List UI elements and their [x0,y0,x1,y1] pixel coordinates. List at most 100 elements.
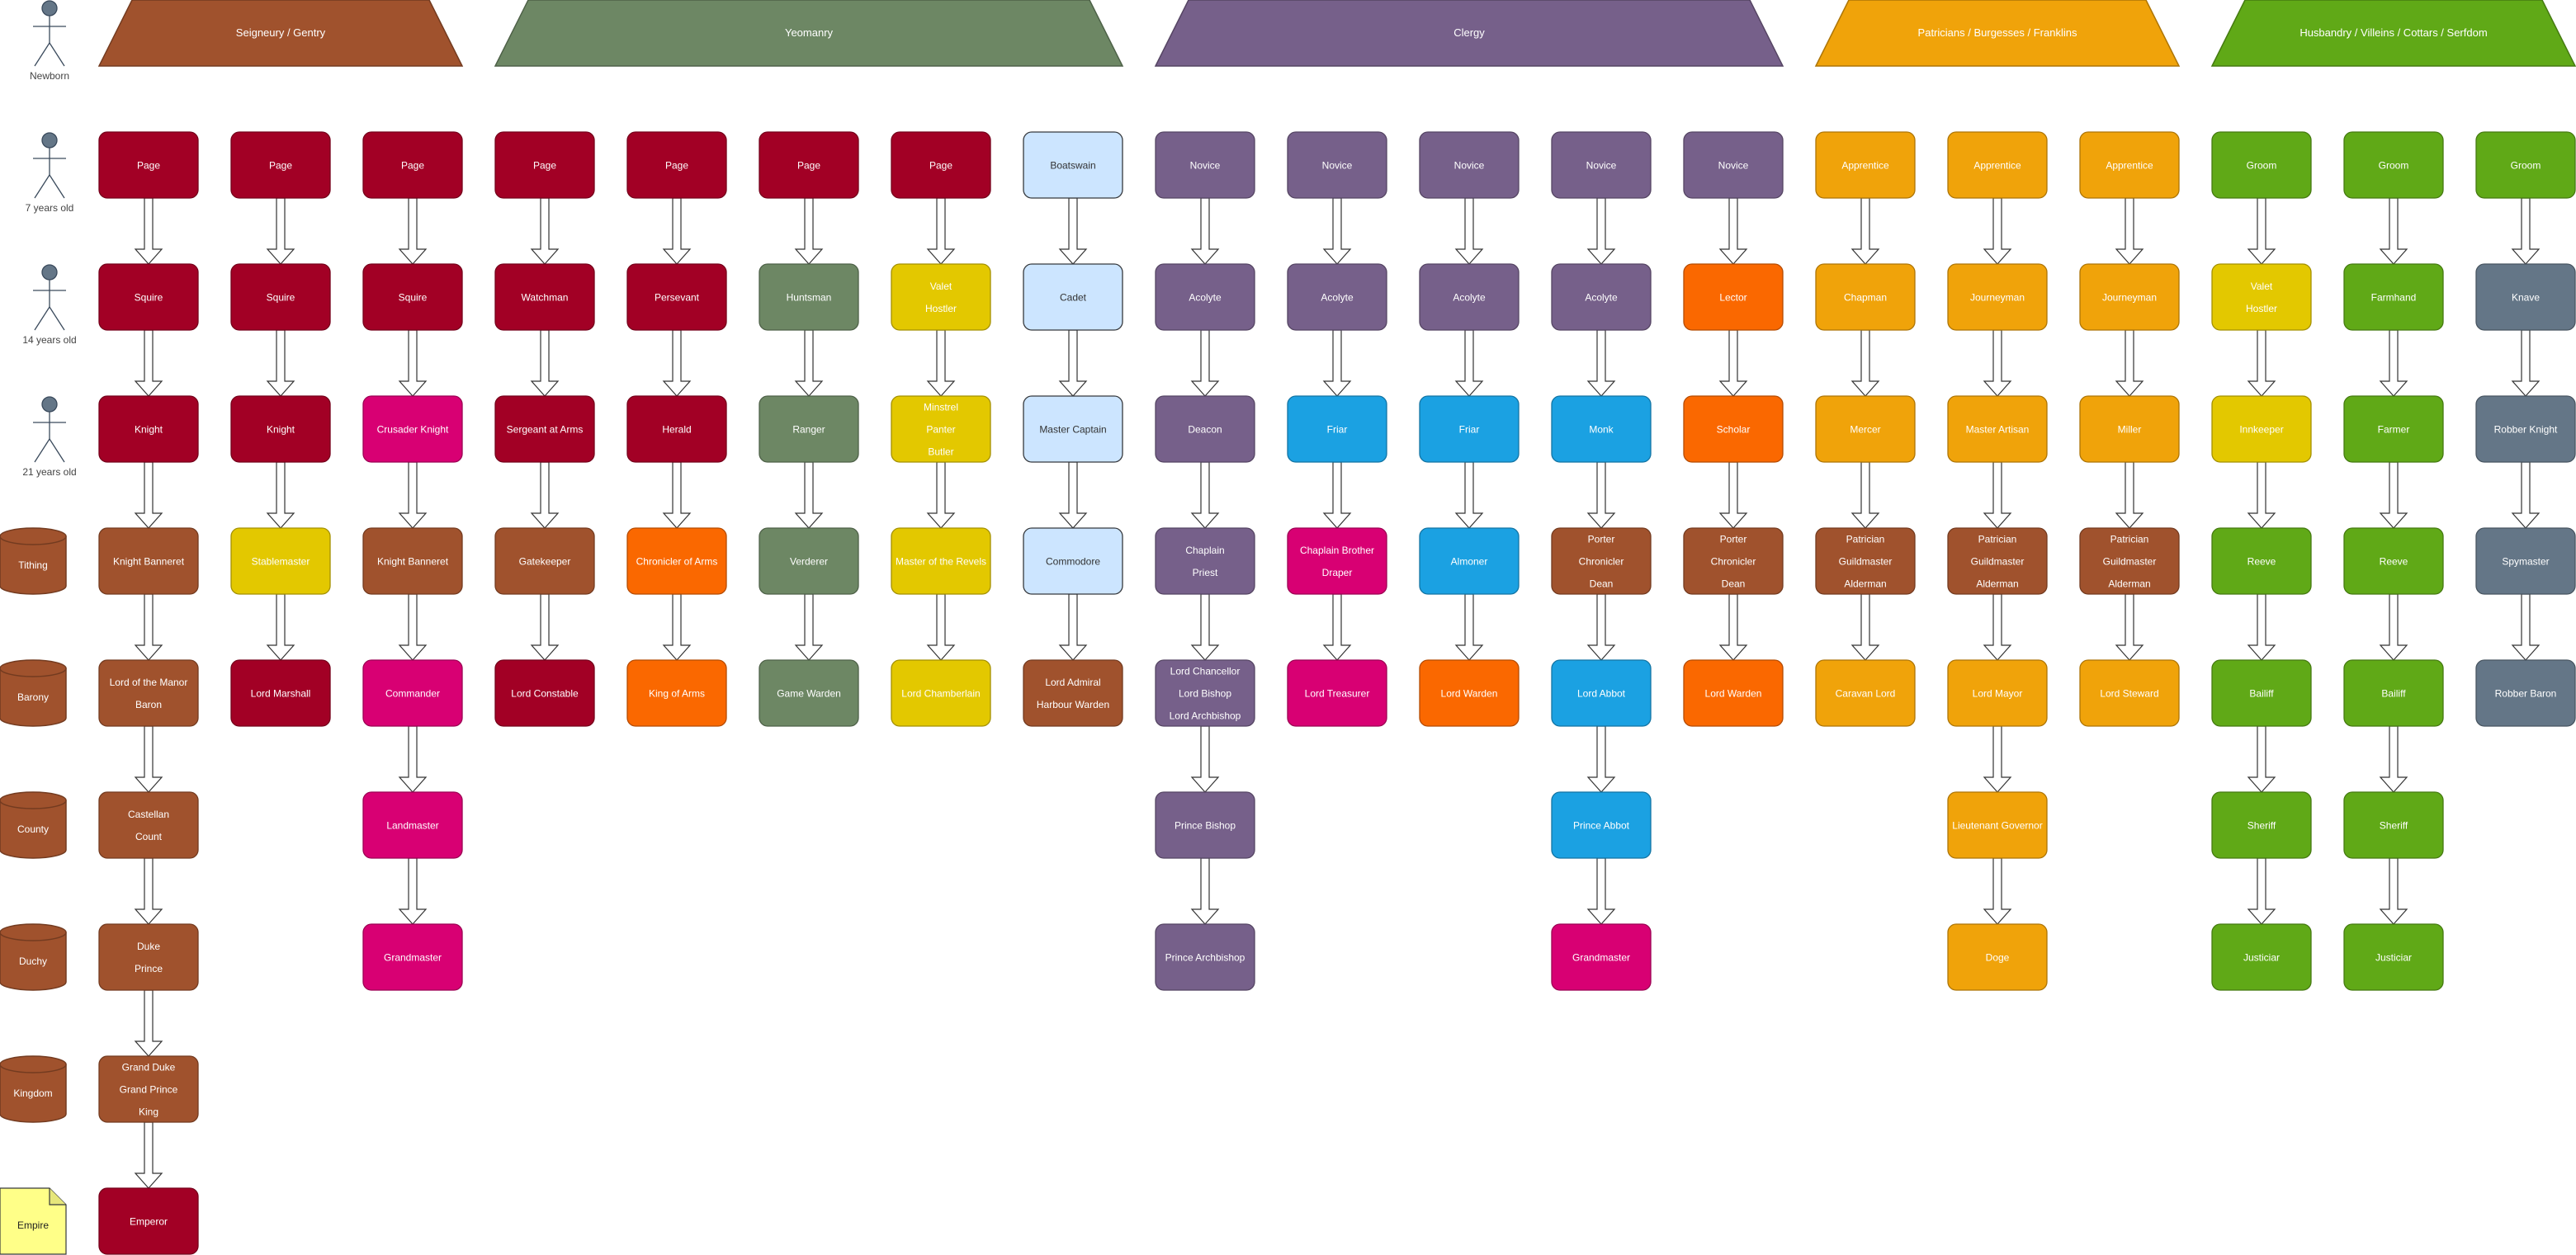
role-box-label: Bailiff [2249,688,2274,700]
role-box-shape [2343,791,2444,859]
role-box: Spymaster [2475,527,2576,595]
cylinder-icon [0,791,67,859]
role-box-shape [362,659,463,727]
role-box-shape [1551,131,1652,199]
arrow [662,461,692,529]
arrow [2511,329,2541,397]
role-box-label: Lord Treasurer [1305,688,1370,700]
role-box-shape [98,263,199,331]
role-box-label: Porter [1720,534,1747,545]
role-box-label: Novice [1718,160,1749,172]
role-box-shape [2211,131,2312,199]
role-box-label: Verderer [790,556,828,568]
rank-label: Tithing [0,527,67,595]
role-box-shape [362,527,463,595]
role-box-shape [362,263,463,331]
arrow [1058,461,1088,529]
role-box-label: Master Artisan [1966,424,2030,436]
role-box-label: Hostler [925,303,957,314]
role-box-label: Page [533,160,556,172]
role-box-shape [230,527,331,595]
role-box-label: Alderman [1976,578,2018,590]
role-box-label: Master of the Revels [896,556,986,568]
role-box-shape [2211,659,2312,727]
role-box: Farmer [2343,395,2444,463]
role-box-label: Groom [2247,160,2277,172]
role-box-label: Prince Abbot [1573,820,1630,832]
arrow [1454,461,1484,529]
role-box-shape [2079,131,2180,199]
role-box-shape [1683,659,1784,727]
age-label-text: 14 years old [22,334,76,346]
role-box: Chaplain Brother Draper [1287,527,1387,595]
arrow [1850,461,1880,529]
role-box-label: Prince Archbishop [1165,952,1245,964]
note-icon [0,1187,67,1255]
role-box-label: Page [665,160,688,172]
role-box-shape [1155,263,1255,331]
role-box-shape [891,131,991,199]
role-box: Acolyte [1419,263,1520,331]
role-box-label: Sheriff [2248,820,2276,832]
role-box-label: Bailiff [2381,688,2406,700]
role-box: Lord of the Manor Baron [98,659,199,727]
arrow [1058,329,1088,397]
role-box: Apprentice [1815,131,1916,199]
role-box: Page [759,131,859,199]
role-box-shape [1947,263,2048,331]
arrow [1454,593,1484,661]
role-box: Valet Hostler [2211,263,2312,331]
role-box-label: Chaplain Brother [1300,545,1374,556]
role-box-shape [1551,659,1652,727]
role-box-label: Herald [662,424,691,436]
role-box-label: Reeve [2248,556,2276,568]
estate-header: Patricians / Burgesses / Franklins [1814,0,2181,67]
age-label-text: 21 years old [22,466,76,478]
arrow [794,593,824,661]
arrow [1058,197,1088,265]
role-box-label: Acolyte [1453,292,1486,304]
role-box-label: Stablemaster [252,556,310,568]
role-box-label: Lieutenant Governor [1952,820,2042,832]
role-box-label: Journeyman [2102,292,2157,304]
role-box-label: Crusader Knight [377,424,449,436]
role-box: Journeyman [1947,263,2048,331]
role-box: King of Arms [626,659,727,727]
role-box-label: Baron [135,699,162,710]
role-box-label: Valet [2251,281,2273,292]
role-box-label: Count [135,831,163,842]
role-box-label: Lord Chancellor [1170,666,1241,677]
role-box-label: Page [269,160,292,172]
role-box-shape [230,263,331,331]
role-box: Doge [1947,923,2048,991]
role-box-label: Dean [1590,578,1614,590]
arrow [1058,593,1088,661]
role-box-shape [1551,791,1652,859]
arrow [530,197,560,265]
arrow [398,725,428,793]
role-box-label: Lord Chamberlain [901,688,980,700]
arrow [2379,197,2408,265]
role-box-label: Porter [1588,534,1615,545]
role-box: Master Captain [1023,395,1123,463]
role-box-label: Patrician [1978,534,2017,545]
role-box: Duke Prince [98,923,199,991]
arrow [1850,593,1880,661]
role-box: Page [494,131,595,199]
rank-label: Barony [0,659,67,727]
role-box: Lord Marshall [230,659,331,727]
role-box-label: Duke [137,941,160,952]
arrow [1190,725,1220,793]
role-box-shape [2079,659,2180,727]
role-box-label: Lord Constable [511,688,579,700]
role-box-label: Minstrel [924,402,958,413]
role-box-shape [759,659,859,727]
arrow [1586,197,1616,265]
arrow [1190,329,1220,397]
role-box: Grandmaster [362,923,463,991]
role-box-shape [626,527,727,595]
role-box-label: Novice [1190,160,1221,172]
role-box: Landmaster [362,791,463,859]
role-box: Castellan Count [98,791,199,859]
role-box: Knave [2475,263,2576,331]
